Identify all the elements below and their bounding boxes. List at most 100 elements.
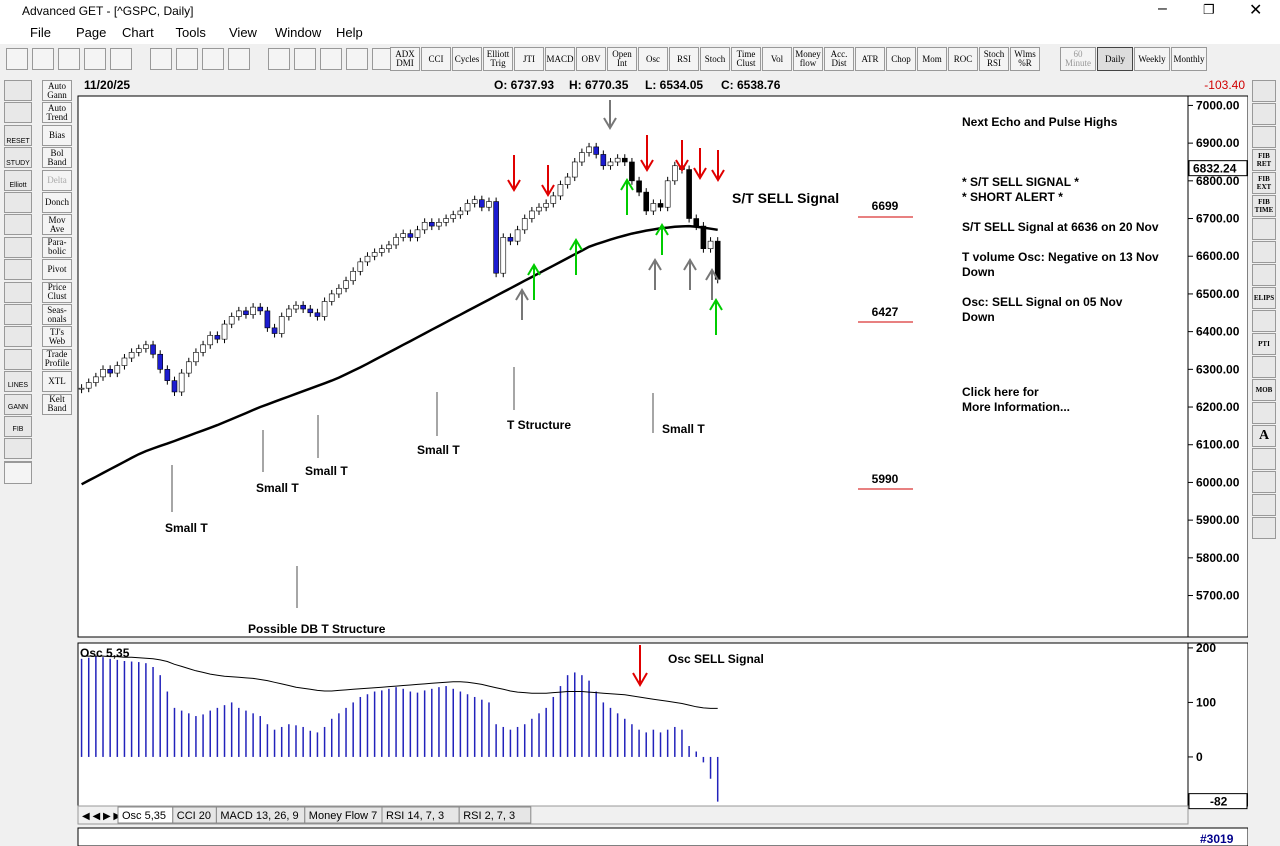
tab[interactable] xyxy=(458,806,532,824)
indicator-button[interactable]: Wlms %R xyxy=(1010,47,1040,71)
tool-icon[interactable] xyxy=(4,438,32,460)
tool-icon[interactable] xyxy=(4,348,32,370)
study-button[interactable]: TJ's Web xyxy=(42,326,72,348)
indicator-button[interactable]: Stoch RSI xyxy=(979,47,1009,71)
draw-tool[interactable] xyxy=(1252,264,1276,286)
indicator-button[interactable]: Elliott Trig xyxy=(483,47,513,71)
draw-tool[interactable] xyxy=(1252,494,1276,516)
icon-button[interactable] xyxy=(58,48,80,70)
icon-button[interactable] xyxy=(320,48,342,70)
tool-icon[interactable] xyxy=(4,147,32,169)
study-button[interactable]: Kelt Band xyxy=(42,393,72,415)
tab-label[interactable]: MACD 13, 26, 9 xyxy=(220,810,298,822)
menu-item[interactable]: Window xyxy=(275,25,322,40)
indicator-button[interactable]: Osc xyxy=(638,47,668,71)
icon-button[interactable] xyxy=(150,48,172,70)
study-button[interactable]: Auto Trend xyxy=(42,102,72,124)
draw-tool[interactable] xyxy=(1252,126,1276,148)
indicator-button[interactable]: ATR xyxy=(855,47,885,71)
study-button[interactable]: Pivot xyxy=(42,259,72,281)
draw-tool[interactable] xyxy=(1252,241,1276,263)
period-button[interactable]: 60 Minute xyxy=(1060,47,1096,71)
indicator-button[interactable]: Money flow xyxy=(793,47,823,71)
menu-item[interactable]: Help xyxy=(336,25,363,40)
close[interactable]: ✕ xyxy=(1249,2,1263,19)
draw-tool[interactable] xyxy=(1252,517,1276,539)
tool-icon[interactable] xyxy=(4,416,32,437)
minimize[interactable]: – xyxy=(1158,0,1167,17)
draw-tool[interactable] xyxy=(1252,471,1276,493)
indicator-button[interactable]: MACD xyxy=(545,47,575,71)
indicator-button[interactable]: OBV xyxy=(576,47,606,71)
tool-icon[interactable] xyxy=(4,102,32,124)
draw-tool[interactable]: FIB TIME xyxy=(1252,195,1276,217)
indicator-button[interactable]: ADX DMI xyxy=(390,47,420,71)
period-button[interactable]: Monthly xyxy=(1171,47,1207,71)
draw-tool[interactable] xyxy=(1252,103,1276,125)
draw-tool[interactable]: ELIPS xyxy=(1252,287,1276,309)
indicator-button[interactable]: Mom xyxy=(917,47,947,71)
draw-tool[interactable]: A xyxy=(1252,425,1276,447)
indicator-button[interactable]: Cycles xyxy=(452,47,482,71)
draw-tool[interactable] xyxy=(1252,218,1276,240)
tool-icon[interactable] xyxy=(4,304,32,325)
icon-button[interactable] xyxy=(6,48,28,70)
study-button[interactable]: Delta xyxy=(42,169,72,191)
indicator-button[interactable]: Chop xyxy=(886,47,916,71)
indicator-button[interactable]: JTI xyxy=(514,47,544,71)
icon-button[interactable] xyxy=(84,48,106,70)
study-button[interactable]: XTL xyxy=(42,371,72,393)
indicator-button[interactable]: Open Int xyxy=(607,47,637,71)
info-link[interactable]: More Information... xyxy=(962,400,1070,414)
indicator-button[interactable]: Stoch xyxy=(700,47,730,71)
tool-icon[interactable] xyxy=(4,326,32,348)
draw-tool[interactable]: FIB RET xyxy=(1252,149,1276,171)
maximize[interactable]: ❐ xyxy=(1203,2,1215,17)
study-button[interactable]: Price Clust xyxy=(42,281,72,303)
menu-item[interactable]: View xyxy=(229,25,257,40)
study-button[interactable]: Donch xyxy=(42,192,72,213)
info-link[interactable]: Click here for xyxy=(962,385,1039,399)
draw-tool[interactable]: PTI xyxy=(1252,333,1276,355)
tab-label[interactable]: RSI 14, 7, 3 xyxy=(386,810,444,822)
indicator-button[interactable]: Acc. Dist xyxy=(824,47,854,71)
tool-icon[interactable] xyxy=(4,371,32,393)
tool-icon[interactable] xyxy=(4,281,32,303)
tool-icon[interactable] xyxy=(4,169,32,191)
icon-button[interactable] xyxy=(268,48,290,70)
draw-tool[interactable]: FIB EXT xyxy=(1252,172,1276,194)
menu-item[interactable]: Tools xyxy=(175,25,206,40)
period-button[interactable]: Weekly xyxy=(1134,47,1170,71)
tool-icon[interactable] xyxy=(4,192,32,213)
icon-button[interactable] xyxy=(202,48,224,70)
icon-button[interactable] xyxy=(228,48,250,70)
tab-nav[interactable]: ◀ ◀ ▶ ▶ xyxy=(82,811,121,822)
indicator-button[interactable]: Vol xyxy=(762,47,792,71)
tool-icon[interactable] xyxy=(4,80,32,101)
draw-tool[interactable] xyxy=(1252,356,1276,378)
icon-button[interactable] xyxy=(176,48,198,70)
indicator-button[interactable]: Time Clust xyxy=(731,47,761,71)
indicator-button[interactable]: ROC xyxy=(948,47,978,71)
tool-icon[interactable] xyxy=(4,236,32,258)
study-button[interactable]: Auto Gann xyxy=(42,80,72,101)
indicator-button[interactable]: RSI xyxy=(669,47,699,71)
study-button[interactable]: Seas-onals xyxy=(42,304,72,325)
draw-tool[interactable] xyxy=(1252,310,1276,332)
menu-item[interactable]: Page xyxy=(76,25,107,40)
study-button[interactable]: Trade Profile xyxy=(42,348,72,370)
tool-icon[interactable] xyxy=(4,393,32,415)
tab-label[interactable]: Money Flow 7 xyxy=(309,810,377,822)
tab-label[interactable]: RSI 2, 7, 3 xyxy=(463,810,515,822)
draw-tool[interactable] xyxy=(1252,402,1276,424)
draw-tool[interactable] xyxy=(1252,448,1276,470)
icon-button[interactable] xyxy=(294,48,316,70)
tab-label[interactable]: Osc 5,35 xyxy=(122,810,166,822)
draw-tool[interactable] xyxy=(1252,80,1276,102)
menu-item[interactable]: Chart xyxy=(122,25,154,40)
tool-icon[interactable] xyxy=(4,124,32,146)
indicator-button[interactable]: CCI xyxy=(421,47,451,71)
icon-button[interactable] xyxy=(32,48,54,70)
menu-item[interactable]: File xyxy=(30,25,51,40)
icon-button[interactable] xyxy=(110,48,132,70)
